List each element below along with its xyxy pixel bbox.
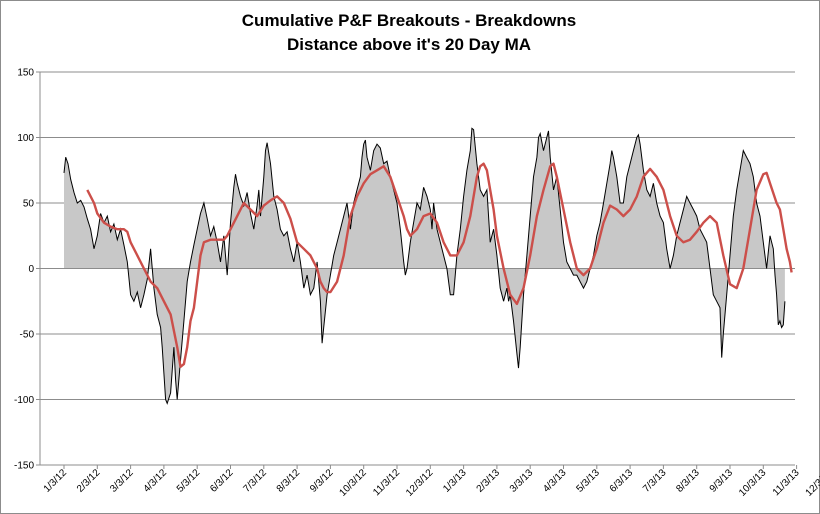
x-tick-label: 4/3/12 — [142, 467, 170, 495]
x-tick-label: 6/3/13 — [608, 467, 636, 495]
x-tick-label: 7/3/12 — [241, 467, 269, 495]
chart-subtitle: Distance above it's 20 Day MA — [286, 35, 532, 54]
y-tick-label: 100 — [17, 133, 34, 144]
x-tick-label: 8/3/13 — [674, 467, 702, 495]
y-tick-label: -50 — [20, 330, 35, 341]
x-tick-label: 8/3/12 — [275, 467, 303, 495]
chart-title-block: Cumulative P&F Breakouts - Breakdowns Di… — [0, 9, 818, 57]
x-tick-label: 1/3/12 — [42, 467, 70, 495]
area-series — [40, 127, 795, 405]
x-tick-label: 5/3/13 — [574, 467, 602, 495]
y-tick-label: 150 — [17, 68, 34, 79]
x-tick-label: 10/3/12 — [337, 467, 369, 499]
x-tick-label: 1/3/13 — [441, 467, 469, 495]
x-tick-label: 12/3/12 — [404, 467, 436, 499]
x-tick-label: 5/3/12 — [175, 467, 203, 495]
area-series-line — [63, 127, 786, 405]
chart-title: Cumulative P&F Breakouts - Breakdowns — [241, 11, 577, 30]
x-tick-label: 10/3/13 — [737, 467, 769, 499]
x-tick-label: 7/3/13 — [641, 467, 669, 495]
moving-average-series — [86, 162, 793, 368]
y-tick-label: -150 — [14, 461, 34, 472]
x-tick-label: 2/3/12 — [75, 467, 103, 495]
x-tick-label: 4/3/13 — [541, 467, 569, 495]
x-tick-label: 9/3/12 — [308, 467, 336, 495]
x-axis-ticks: 1/3/12 2/3/12 3/3/12 4/3/12 5/3/12 6/3/12 7/3/… — [42, 465, 820, 499]
y-tick-label: 0 — [28, 264, 34, 275]
x-tick-label: 3/3/12 — [108, 467, 136, 495]
x-tick-label: 9/3/13 — [708, 467, 736, 495]
x-tick-label: 6/3/12 — [208, 467, 236, 495]
y-axis-ticks: 150 100 50 0 -50 -100 -150 — [14, 68, 40, 472]
x-tick-label: 11/3/13 — [771, 467, 802, 498]
x-tick-label: 12/3/13 — [804, 467, 820, 499]
y-tick-label: -100 — [14, 395, 34, 406]
ma-series-line — [86, 162, 793, 368]
x-tick-label: 3/3/13 — [508, 467, 536, 495]
y-tick-label: 50 — [23, 199, 35, 210]
x-tick-label: 2/3/13 — [475, 467, 503, 495]
x-tick-label: 11/3/12 — [371, 467, 402, 498]
